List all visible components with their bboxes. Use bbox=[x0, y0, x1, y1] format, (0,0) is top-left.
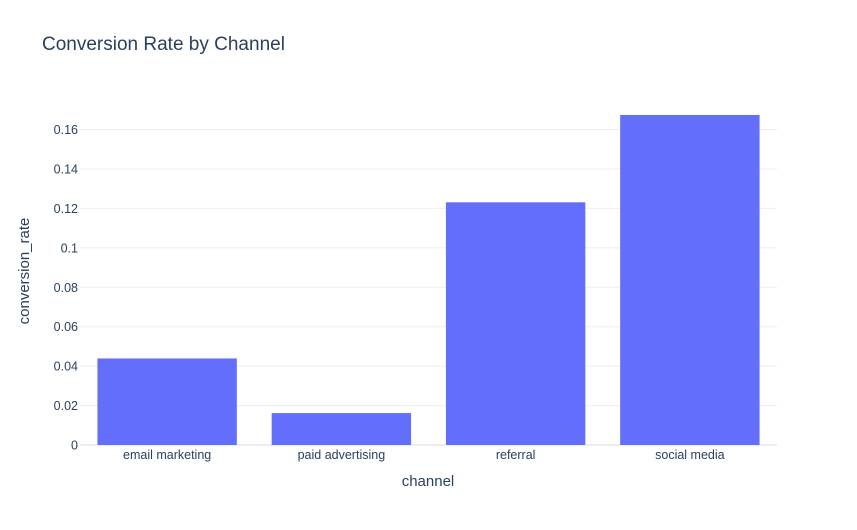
bar-email-marketing[interactable] bbox=[97, 358, 237, 445]
x-tick-label: paid advertising bbox=[298, 448, 386, 462]
y-tick-label: 0.16 bbox=[54, 123, 78, 137]
x-tick-label: email marketing bbox=[123, 448, 211, 462]
x-tick-label: social media bbox=[655, 448, 725, 462]
x-axis-title: channel bbox=[402, 473, 455, 490]
y-tick-label: 0.12 bbox=[54, 202, 78, 216]
bars bbox=[97, 114, 760, 445]
y-tick-label: 0.14 bbox=[54, 162, 78, 176]
y-tick-label: 0.04 bbox=[54, 360, 78, 374]
y-tick-label: 0.08 bbox=[54, 281, 78, 295]
x-axis-ticks: email marketing paid advertising referral s… bbox=[123, 448, 725, 462]
chart-title: Conversion Rate by Channel bbox=[42, 34, 285, 55]
bar-referral[interactable] bbox=[445, 202, 586, 445]
y-axis-ticks: 0 0.02 0.04 0.06 0.08 0.1 0.12 0.14 0.16 bbox=[54, 123, 78, 452]
y-tick-label: 0.02 bbox=[54, 399, 78, 413]
y-axis-title: conversion_rate bbox=[16, 218, 33, 325]
y-tick-label: 0 bbox=[71, 439, 78, 453]
bar-social-media[interactable] bbox=[620, 114, 760, 445]
y-tick-label: 0.06 bbox=[54, 320, 78, 334]
y-tick-label: 0.1 bbox=[61, 241, 78, 255]
bar-paid-advertising[interactable] bbox=[271, 413, 412, 445]
x-tick-label: referral bbox=[496, 448, 536, 462]
